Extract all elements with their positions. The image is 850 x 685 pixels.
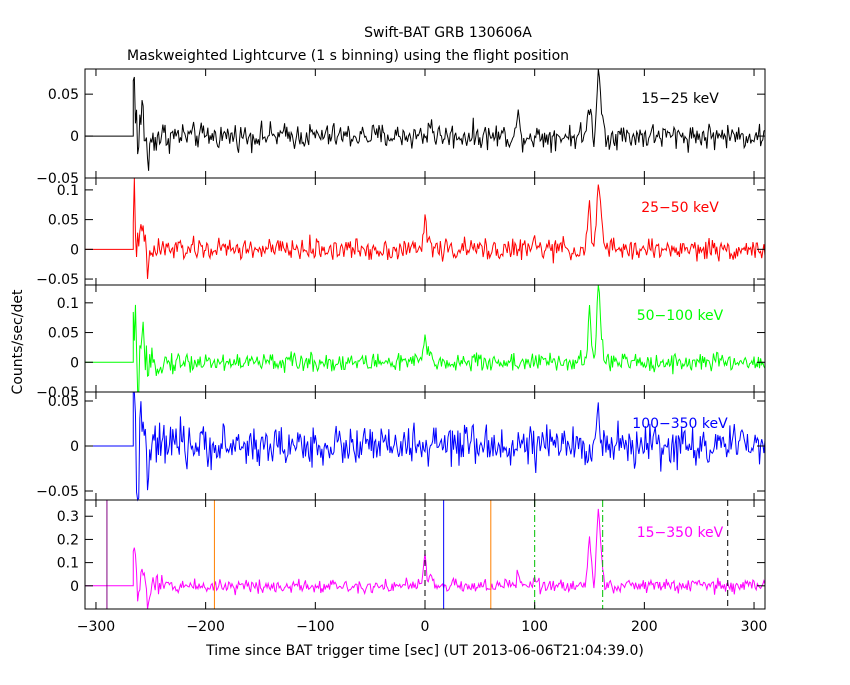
band-label-4: 100−350 keV bbox=[632, 416, 728, 432]
y-tick-label-3-1: −0.05 bbox=[36, 385, 79, 401]
panel-5: 0 0.1 0.2 0.3 15−350 keV bbox=[57, 499, 766, 610]
y-tick-label-5-4: 0.3 bbox=[57, 509, 79, 525]
y-axis-label: Counts/sec/det bbox=[10, 289, 26, 394]
panel-4: −0.05 0 0.05 100−350 keV bbox=[36, 391, 766, 502]
y-tick-label-1-2: 0 bbox=[70, 129, 79, 145]
series-line-1 bbox=[85, 68, 766, 171]
y-tick-label-1-3: 0.05 bbox=[48, 87, 79, 103]
chart-subtitle: Maskweighted Lightcurve (1 s binning) us… bbox=[127, 48, 569, 64]
panel-frame-4 bbox=[84, 391, 766, 501]
y-tick-label-3-2: 0 bbox=[70, 355, 79, 371]
chart-title: Swift-BAT GRB 130606A bbox=[364, 25, 532, 41]
panel-frame-1 bbox=[84, 68, 766, 179]
y-tick-label-2-3: 0.05 bbox=[48, 213, 79, 229]
panel-1: −0.05 0 0.05 15−25 keV bbox=[36, 68, 766, 187]
x-tick-label-4: 0 bbox=[421, 619, 430, 635]
band-label-5: 15−350 keV bbox=[637, 525, 724, 541]
panel-2: −0.05 0 0.05 0.1 25−50 keV bbox=[36, 177, 766, 288]
band-label-1: 15−25 keV bbox=[641, 91, 719, 107]
series-line-2 bbox=[85, 177, 766, 279]
panel-3: −0.05 0 0.05 0.1 50−100 keV bbox=[36, 284, 766, 401]
band-label-2: 25−50 keV bbox=[641, 200, 719, 216]
x-tick-label-6: 200 bbox=[631, 619, 658, 635]
band-label-3: 50−100 keV bbox=[637, 308, 724, 324]
series-line-4 bbox=[85, 391, 766, 502]
y-tick-label-2-4: 0.1 bbox=[57, 183, 79, 199]
x-tick-label-3: −100 bbox=[296, 619, 334, 635]
y-tick-label-4-2: 0 bbox=[70, 439, 79, 455]
x-axis-label: Time since BAT trigger time [sec] (UT 20… bbox=[205, 643, 644, 659]
y-tick-label-3-3: 0.05 bbox=[48, 326, 79, 342]
y-tick-label-3-4: 0.1 bbox=[57, 296, 79, 312]
panels: −0.05 0 0.05 15−25 keV −0.05 0 0.05 0.1 25−50 ke… bbox=[36, 68, 768, 635]
y-tick-label-1-1: −0.05 bbox=[36, 171, 79, 187]
x-tick-label-1: −300 bbox=[77, 619, 115, 635]
x-tick-label-2: −200 bbox=[186, 619, 224, 635]
y-tick-label-2-2: 0 bbox=[70, 242, 79, 258]
y-tick-label-4-1: −0.05 bbox=[36, 484, 79, 500]
series-line-3 bbox=[85, 284, 766, 393]
panel-frame-2 bbox=[84, 177, 766, 286]
y-tick-label-5-2: 0.1 bbox=[57, 556, 79, 572]
y-tick-label-5-1: 0 bbox=[70, 579, 79, 595]
y-tick-label-2-1: −0.05 bbox=[36, 272, 79, 288]
series-line-5 bbox=[85, 508, 766, 610]
x-tick-label-5: 100 bbox=[521, 619, 548, 635]
x-tick-label-7: 300 bbox=[741, 619, 768, 635]
y-tick-label-4-3: 0.05 bbox=[48, 394, 79, 410]
y-tick-label-5-3: 0.2 bbox=[57, 532, 79, 548]
